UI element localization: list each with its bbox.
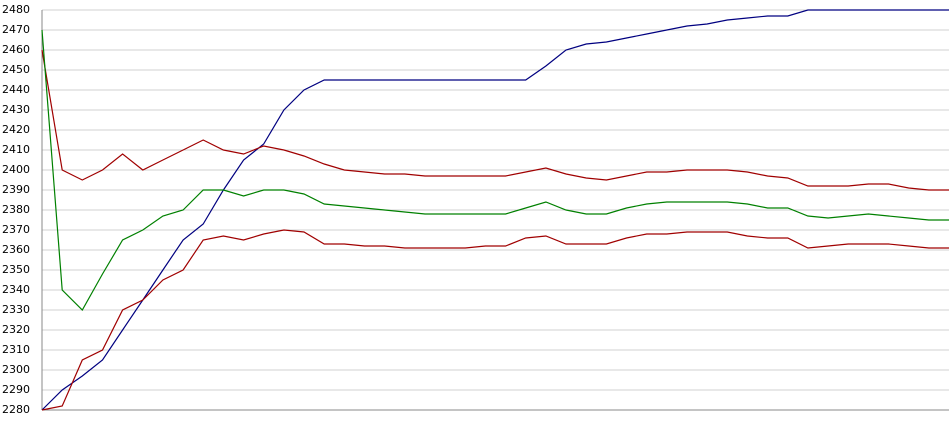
series-line xyxy=(41,9,949,411)
y-tick-label: 2310 xyxy=(2,343,30,356)
y-tick-label: 2300 xyxy=(2,363,30,376)
y-tick-label: 2470 xyxy=(2,23,30,36)
y-tick-label: 2280 xyxy=(2,403,30,416)
y-tick-label: 2450 xyxy=(2,63,30,76)
y-tick-label: 2340 xyxy=(2,283,30,296)
y-tick-label: 2480 xyxy=(2,3,30,16)
y-tick-label: 2440 xyxy=(2,83,30,96)
y-tick-label: 2390 xyxy=(2,183,30,196)
series-line xyxy=(41,229,949,411)
y-tick-label: 2290 xyxy=(2,383,30,396)
series-line xyxy=(41,29,949,311)
y-tick-label: 2330 xyxy=(2,303,30,316)
y-tick-label: 2400 xyxy=(2,163,30,176)
series-line xyxy=(41,49,949,191)
y-tick-label: 2320 xyxy=(2,323,30,336)
y-tick-label: 2420 xyxy=(2,123,30,136)
y-tick-label: 2430 xyxy=(2,103,30,116)
y-tick-label: 2410 xyxy=(2,143,30,156)
y-tick-label: 2370 xyxy=(2,223,30,236)
y-tick-label: 2380 xyxy=(2,203,30,216)
y-tick-label: 2460 xyxy=(2,43,30,56)
y-tick-label: 2360 xyxy=(2,243,30,256)
y-tick-label: 2350 xyxy=(2,263,30,276)
